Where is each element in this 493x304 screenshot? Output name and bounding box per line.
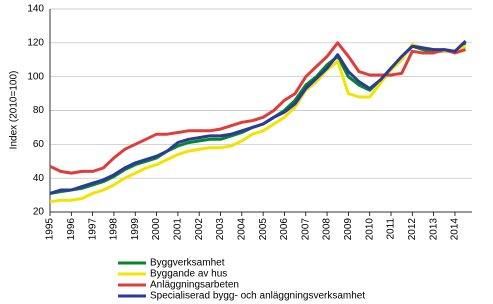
y-tick-label: 100 — [27, 71, 44, 82]
legend-label: Byggverksamhet — [150, 258, 225, 269]
x-tick-label: 1995 — [45, 218, 56, 241]
x-tick-label: 2009 — [343, 218, 354, 241]
legend-label: Specialiserad bygg- och anläggningsverks… — [150, 291, 365, 302]
x-tick-label: 2012 — [407, 218, 418, 241]
y-tick-label: 140 — [27, 4, 44, 15]
x-tick-label: 2001 — [173, 218, 184, 241]
x-tick-label: 1999 — [130, 218, 141, 241]
y-tick-label: 40 — [33, 173, 45, 184]
x-tick-label: 2011 — [386, 218, 397, 240]
legend-label: Byggande av hus — [150, 269, 227, 280]
x-tick-label: 2002 — [194, 218, 205, 241]
x-tick-label: 2010 — [364, 218, 375, 241]
y-tick-label: 60 — [33, 139, 45, 150]
x-tick-label: 2007 — [300, 218, 311, 241]
y-axis-label: Index (2010=100) — [9, 71, 20, 150]
y-tick-label: 20 — [33, 207, 45, 218]
x-tick-label: 1998 — [109, 218, 120, 241]
x-tick-label: 2005 — [258, 218, 269, 241]
x-tick-label: 1997 — [87, 218, 98, 241]
x-tick-label: 2000 — [151, 218, 162, 241]
legend-label: Anläggningsarbeten — [150, 280, 239, 291]
x-tick-label: 2008 — [322, 218, 333, 241]
series-line — [49, 40, 467, 195]
x-tick-label: 2003 — [215, 218, 226, 241]
x-tick-label: 1996 — [66, 218, 77, 241]
series-line — [49, 41, 467, 175]
y-tick-label: 120 — [27, 37, 44, 48]
x-tick-label: 2014 — [450, 218, 461, 241]
x-tick-label: 2004 — [236, 218, 247, 241]
x-tick-label: 2013 — [428, 218, 439, 241]
x-tick-label: 2006 — [279, 218, 290, 241]
series-line — [49, 43, 467, 204]
y-tick-label: 80 — [33, 105, 45, 116]
